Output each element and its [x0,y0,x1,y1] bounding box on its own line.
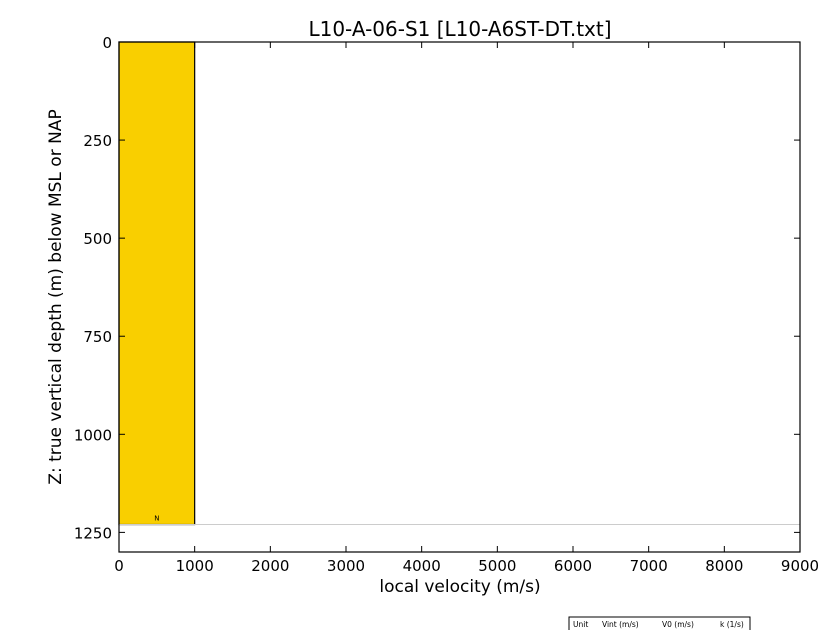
y-tick-label-5: 1250 [74,524,112,542]
x-tick-label-4: 4000 [403,557,441,575]
y-tick-label-4: 1000 [74,426,112,444]
legend-table-header-0: Unit [573,620,588,629]
axes: 0 1000 2000 3000 4000 5000 6000 7000 8000 9000 0 25… [74,34,819,575]
y-axis-label: Z: true vertical depth (m) below MSL or … [46,109,66,484]
plot-frame [118,41,801,553]
x-tick-label-8: 8000 [705,557,743,575]
velocity-bar-0 [118,41,196,526]
y-tick-label-3: 750 [83,328,112,346]
x-tick-label-2: 2000 [251,557,289,575]
y-tick-label-2: 500 [83,230,112,248]
x-tick-label-5: 5000 [478,557,516,575]
bar-unit-label-0: N [154,515,159,523]
legend-table-header-3: k (1/s) [720,620,744,629]
legend-table-header-1: Vint (m/s) [602,620,639,629]
x-tick-label-3: 3000 [327,557,365,575]
x-axis-label: local velocity (m/s) [379,577,540,597]
y-tick-label-0: 0 [102,34,112,52]
y-tick-label-1: 250 [83,132,112,150]
x-tick-label-1: 1000 [176,557,214,575]
chart-title: L10-A-06-S1 [L10-A6ST-DT.txt] [308,17,611,41]
x-tick-label-9: 9000 [781,557,819,575]
x-tick-label-7: 7000 [630,557,668,575]
plot-area: N [118,41,800,526]
x-tick-label-0: 0 [114,557,124,575]
legend-table: Unit Vint (m/s) V0 (m/s) k (1/s) [568,616,751,632]
legend-table-header-2: V0 (m/s) [662,620,694,629]
x-tick-label-6: 6000 [554,557,592,575]
